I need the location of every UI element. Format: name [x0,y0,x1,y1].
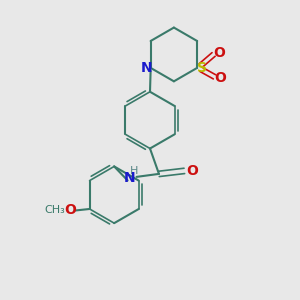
Text: O: O [213,46,225,60]
Text: N: N [124,171,136,185]
Text: N: N [140,61,152,75]
Text: H: H [129,167,138,176]
Text: O: O [214,71,226,85]
Text: CH₃: CH₃ [44,206,65,215]
Text: S: S [196,61,207,75]
Text: O: O [186,164,198,178]
Text: O: O [64,203,76,218]
